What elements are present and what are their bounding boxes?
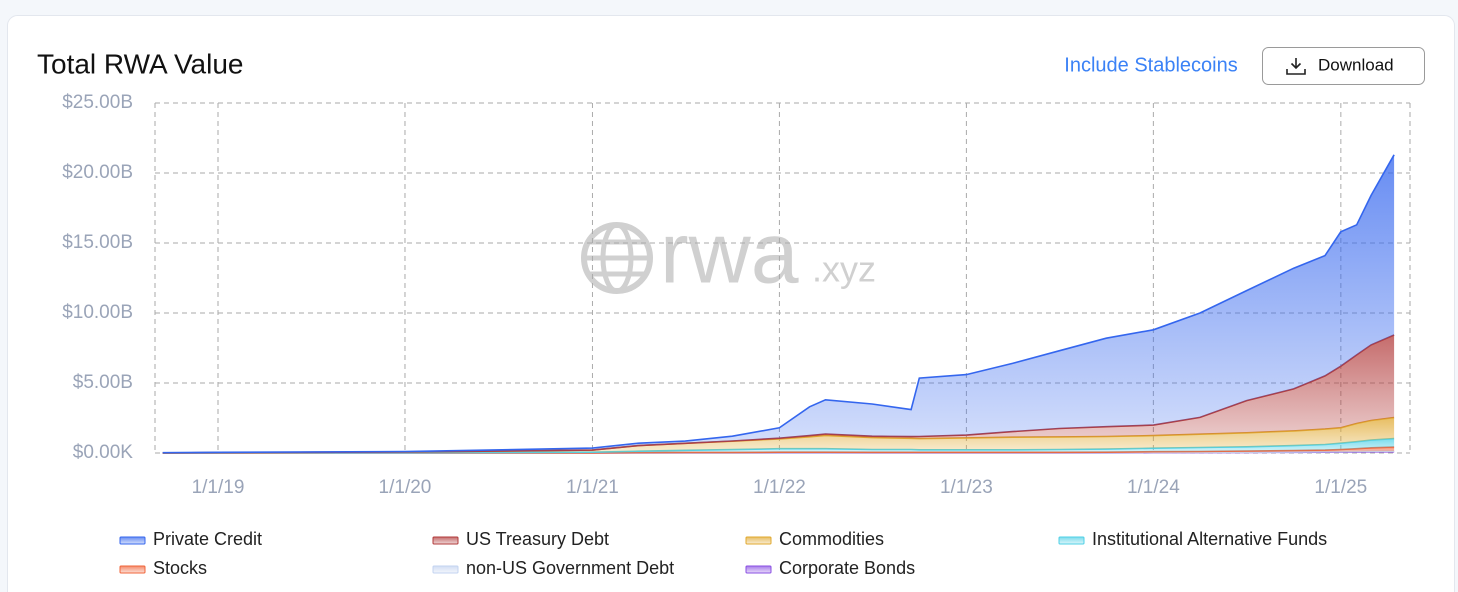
legend-swatch — [119, 536, 146, 545]
legend-swatch — [432, 536, 459, 545]
x-tick-label: 1/1/22 — [753, 477, 806, 498]
button-label: Download — [1318, 55, 1394, 74]
area-line — [162, 154, 1395, 454]
legend-label: US Treasury Debt — [466, 529, 609, 549]
legend-item[interactable]: Stocks — [119, 558, 207, 578]
chart-title: Total RWA Value — [37, 48, 243, 79]
legend-label: Stocks — [153, 558, 207, 578]
stablecoin-toggle[interactable]: Include Stablecoins — [1064, 54, 1237, 76]
x-tick-label: 1/1/20 — [379, 477, 432, 498]
y-tick-label: $25.00B — [62, 92, 133, 113]
legend-item[interactable]: non-US Government Debt — [432, 558, 674, 578]
x-tick-label: 1/1/19 — [192, 477, 245, 498]
legend-label: Private Credit — [153, 529, 262, 549]
download-button[interactable]: Download — [1262, 47, 1425, 85]
y-tick-label: $10.00B — [62, 302, 133, 323]
area — [162, 154, 1395, 454]
legend-label: Institutional Alternative Funds — [1092, 529, 1327, 549]
download-icon — [1286, 58, 1306, 75]
legend-swatch — [745, 565, 772, 574]
legend-item[interactable]: Institutional Alternative Funds — [1058, 529, 1327, 549]
button-frame — [1262, 47, 1425, 85]
area — [162, 417, 1395, 453]
watermark-text: rwa — [660, 206, 799, 302]
watermark: rwa .xyz — [581, 206, 876, 302]
legend-swatch — [119, 565, 146, 574]
globe — [584, 239, 650, 277]
watermark-suffix: .xyz — [812, 249, 876, 290]
x-tick-label: 1/1/25 — [1314, 477, 1367, 498]
legend-swatch — [1058, 536, 1085, 545]
y-tick-label: $5.00B — [73, 372, 133, 393]
y-tick-label: $15.00B — [62, 232, 133, 253]
legend-item[interactable]: Commodities — [745, 529, 884, 549]
x-tick-label: 1/1/24 — [1127, 477, 1180, 498]
legend-item[interactable]: US Treasury Debt — [432, 529, 609, 549]
legend-swatch — [432, 565, 459, 574]
x-tick-label: 1/1/23 — [940, 477, 993, 498]
legend-label: Corporate Bonds — [779, 558, 915, 578]
legend-item[interactable]: Corporate Bonds — [745, 558, 915, 578]
legend-label: non-US Government Debt — [466, 558, 674, 578]
legend-item[interactable]: Private Credit — [119, 529, 262, 549]
y-tick-label: $0.00K — [73, 442, 134, 463]
x-tick-label: 1/1/21 — [566, 477, 619, 498]
y-tick-label: $20.00B — [62, 162, 133, 183]
legend-label: Commodities — [779, 529, 884, 549]
legend-swatch — [745, 536, 772, 545]
